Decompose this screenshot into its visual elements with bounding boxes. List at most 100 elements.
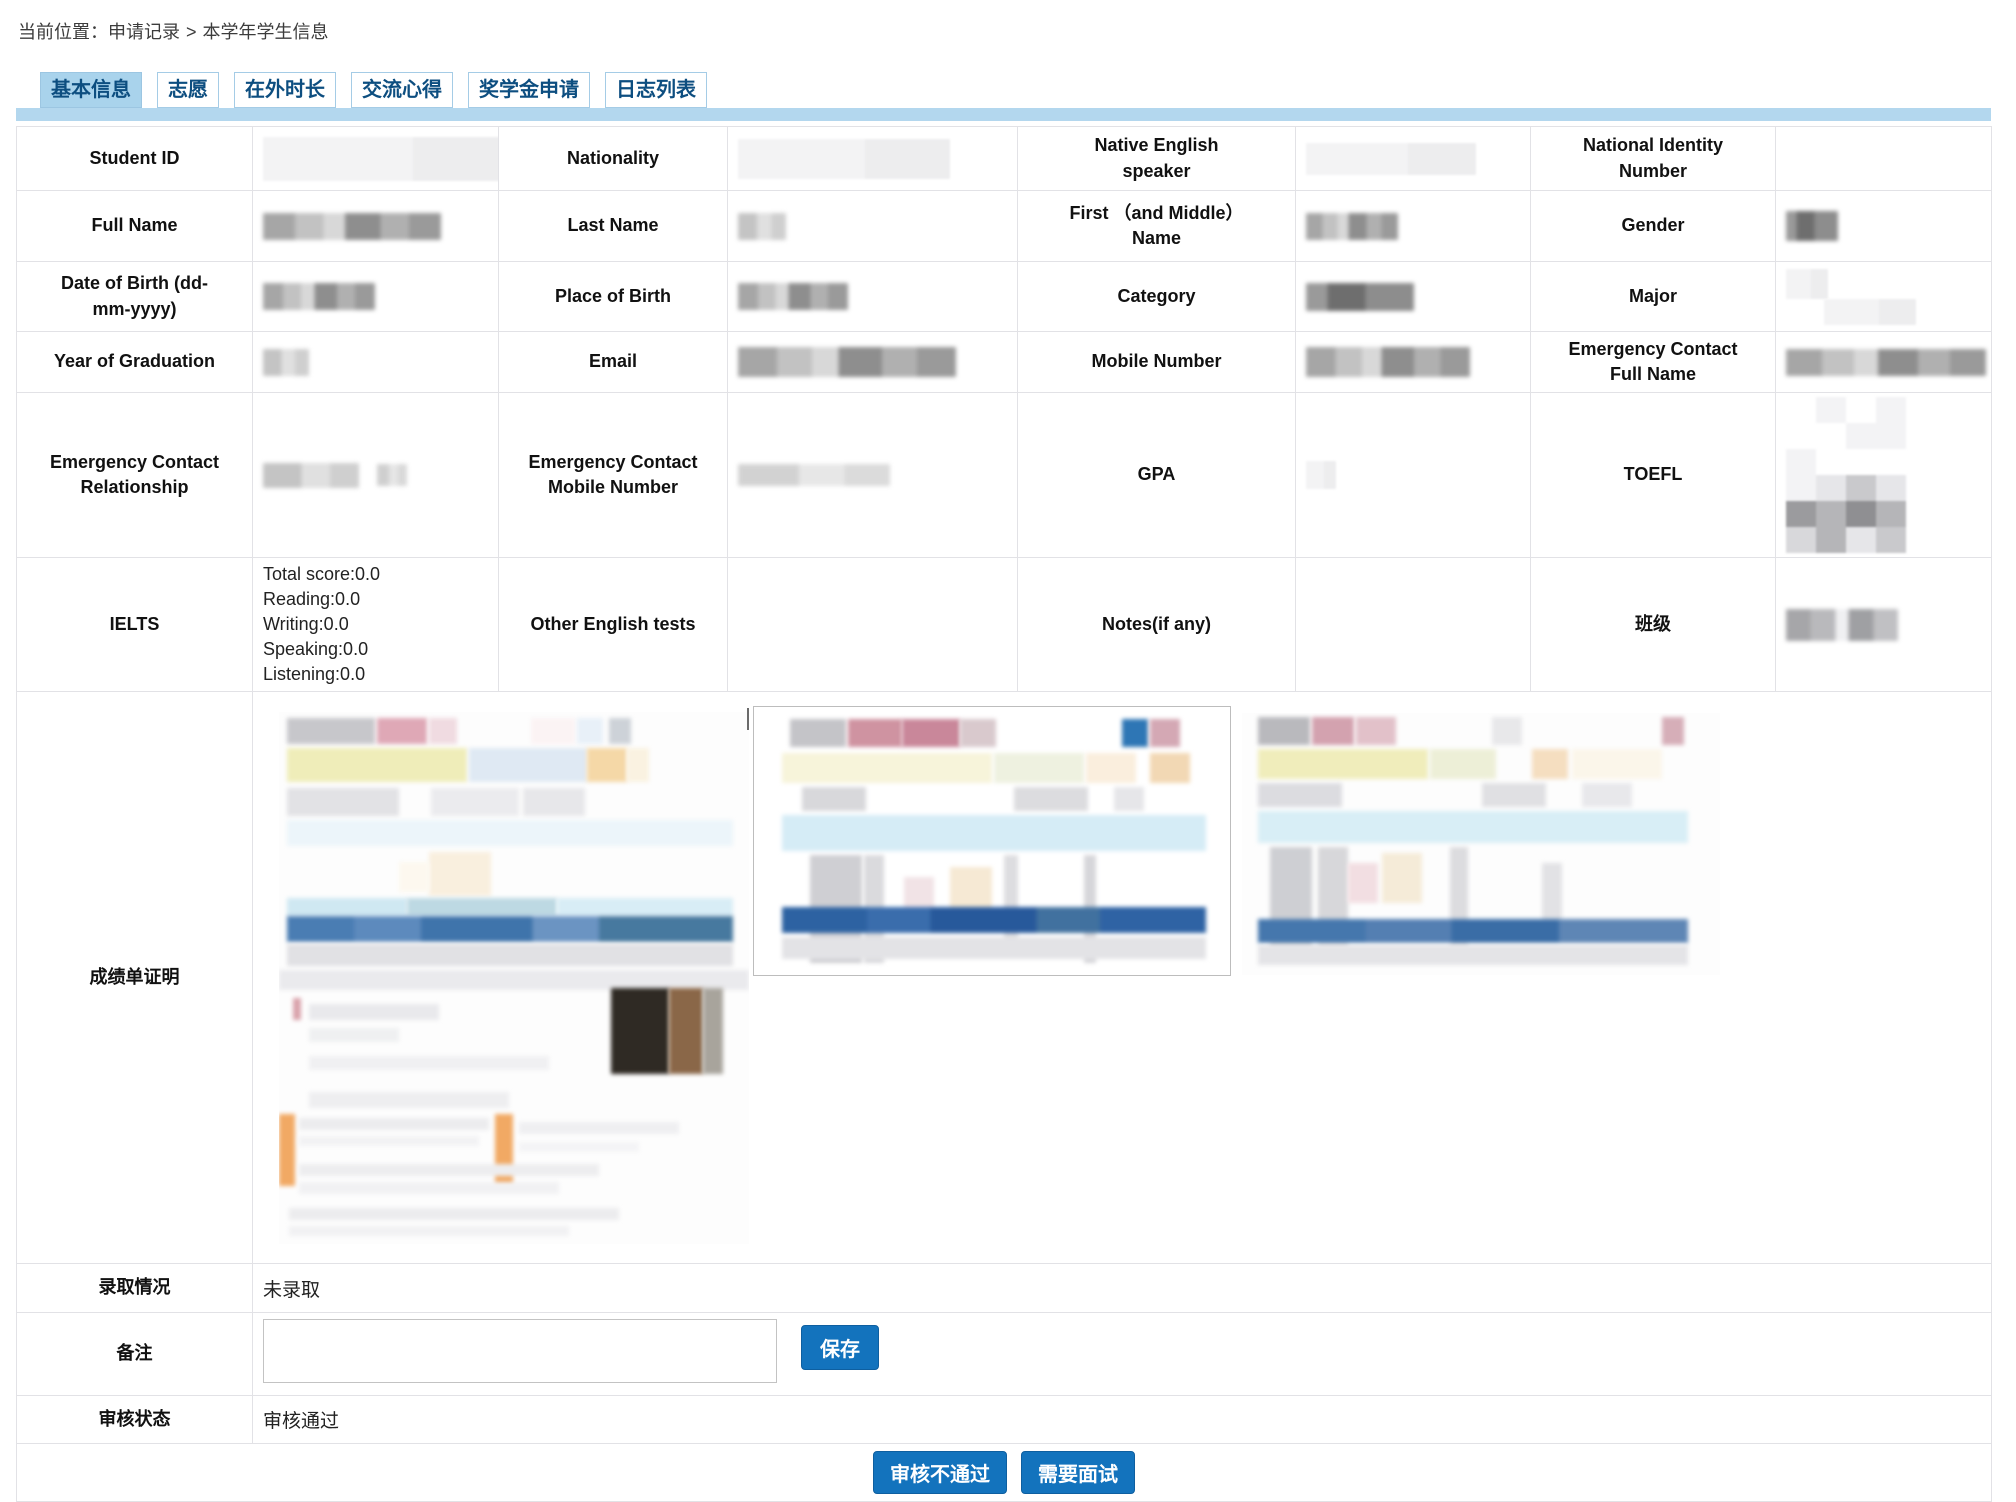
table-row: 审核不通过 需要面试 (16, 1443, 1992, 1502)
redacted-fragment (399, 861, 429, 892)
label-national-identity-number: National Identity Number (1530, 126, 1776, 191)
redacted-fragment (519, 1121, 679, 1134)
need-interview-button[interactable]: 需要面试 (1021, 1451, 1135, 1494)
redacted-fragment (309, 1055, 549, 1070)
label-major: Major (1530, 261, 1776, 332)
redacted-fragment (782, 936, 1206, 959)
redacted-fragment (1306, 142, 1476, 175)
breadcrumb-prefix: 当前位置： (18, 22, 108, 42)
redacted-fragment (1846, 423, 1876, 449)
transcript-image-1[interactable] (279, 711, 749, 1244)
tab-basic-info[interactable]: 基本信息 (40, 72, 142, 108)
transcript-image-3[interactable] (1242, 712, 1720, 975)
redacted-fragment (627, 747, 649, 782)
redacted-fragment (309, 1027, 399, 1042)
redacted-fragment (429, 851, 491, 896)
breadcrumb-link-application-records[interactable]: 申请记录 (108, 22, 180, 42)
table-row: Year of Graduation Email Mobile Number E… (16, 331, 1992, 393)
redacted-fragment (299, 1117, 489, 1130)
tab-log-list[interactable]: 日志列表 (605, 72, 707, 108)
redacted-toefl-mosaic (1786, 397, 1906, 553)
breadcrumb-current: 本学年学生信息 (202, 22, 329, 42)
value-emergency-contact-relationship (252, 392, 499, 558)
ielts-reading: Reading:0.0 (263, 589, 361, 609)
redacted-fragment (802, 786, 866, 811)
redacted-fragment (1492, 716, 1522, 745)
notes-textarea[interactable] (263, 1319, 777, 1383)
redacted-fragment (611, 987, 669, 1074)
table-row: 录取情况 未录取 (16, 1263, 1992, 1313)
redacted-fragment (1382, 852, 1422, 903)
label-gpa: GPA (1017, 392, 1296, 558)
redacted-fragment (1430, 748, 1496, 779)
transcript-image-2[interactable] (753, 705, 1231, 976)
redacted-fragment (1306, 212, 1398, 240)
redacted-fragment (279, 969, 749, 990)
redacted-fragment (1876, 501, 1906, 527)
transcript-images (263, 698, 1987, 1258)
redacted-fragment (263, 283, 375, 310)
value-year-of-graduation (252, 331, 499, 393)
redacted-fragment (1532, 748, 1568, 779)
tab-exchange-reflections[interactable]: 交流心得 (351, 72, 453, 108)
table-row: 成绩单证明 (16, 691, 1992, 1264)
redacted-fragment (289, 1225, 569, 1236)
tab-scholarship-application[interactable]: 奖学金申请 (468, 72, 590, 108)
redacted-fragment (669, 987, 703, 1074)
redacted-fragment (1356, 716, 1396, 745)
table-row: Emergency Contact Relationship Emergency… (16, 392, 1992, 558)
label-place-of-birth: Place of Birth (498, 261, 728, 332)
label-email: Email (498, 331, 728, 393)
redacted-fragment (299, 1135, 479, 1146)
value-student-id (252, 126, 499, 191)
table-row: 备注 保存 (16, 1312, 1992, 1396)
breadcrumb-separator: > (186, 22, 197, 42)
label-year-of-graduation: Year of Graduation (16, 331, 253, 393)
text-caret (747, 707, 749, 730)
redacted-fragment (431, 787, 519, 816)
value-full-name (252, 190, 499, 262)
label-category: Category (1017, 261, 1296, 332)
save-button[interactable]: 保存 (801, 1325, 879, 1370)
label-emergency-contact-relationship: Emergency Contact Relationship (16, 392, 253, 558)
redacted-fragment (1258, 782, 1342, 807)
ielts-listening: Listening:0.0 (263, 664, 366, 684)
redacted-fragment (531, 717, 575, 744)
breadcrumb: 当前位置：申请记录 > 本学年学生信息 (16, 10, 2000, 44)
value-class (1775, 557, 1992, 692)
redacted-fragment (1816, 527, 1846, 553)
value-date-of-birth (252, 261, 499, 332)
redacted-fragment (1312, 716, 1354, 745)
redacted-fragment (1876, 397, 1906, 423)
redacted-fragment (1846, 501, 1876, 527)
redacted-fragment (1846, 449, 1876, 475)
tab-time-abroad[interactable]: 在外时长 (234, 72, 336, 108)
label-student-id: Student ID (16, 126, 253, 191)
redacted-fragment (407, 897, 557, 916)
redacted-fragment (1150, 752, 1190, 783)
redacted-fragment (1786, 348, 1986, 376)
redacted-fragment (1572, 748, 1662, 779)
label-other-english-tests: Other English tests (498, 557, 728, 692)
tab-preferences[interactable]: 志愿 (157, 72, 219, 108)
redacted-fragment (519, 1141, 639, 1152)
redacted-fragment (309, 1003, 439, 1020)
ielts-writing: Writing:0.0 (263, 614, 349, 634)
redacted-fragment (289, 1207, 619, 1220)
redacted-fragment (790, 718, 846, 747)
label-notes-if-any: Notes(if any) (1017, 557, 1296, 692)
redacted-fragment (1786, 527, 1816, 553)
table-row: Student ID Nationality Native English sp… (16, 126, 1992, 191)
redacted-fragment (263, 212, 441, 240)
reject-review-button[interactable]: 审核不通过 (873, 1451, 1007, 1494)
label-class: 班级 (1530, 557, 1776, 692)
remarks-cell: 保存 (252, 1312, 1992, 1396)
value-ielts: Total score:0.0 Reading:0.0 Writing:0.0 … (252, 557, 499, 692)
redacted-fragment (1786, 475, 1816, 501)
redacted-fragment (738, 347, 956, 377)
redacted-fragment (1786, 449, 1816, 475)
redacted-fragment (738, 463, 890, 486)
redacted-fragment (782, 814, 1206, 851)
redacted-fragment (1876, 423, 1906, 449)
